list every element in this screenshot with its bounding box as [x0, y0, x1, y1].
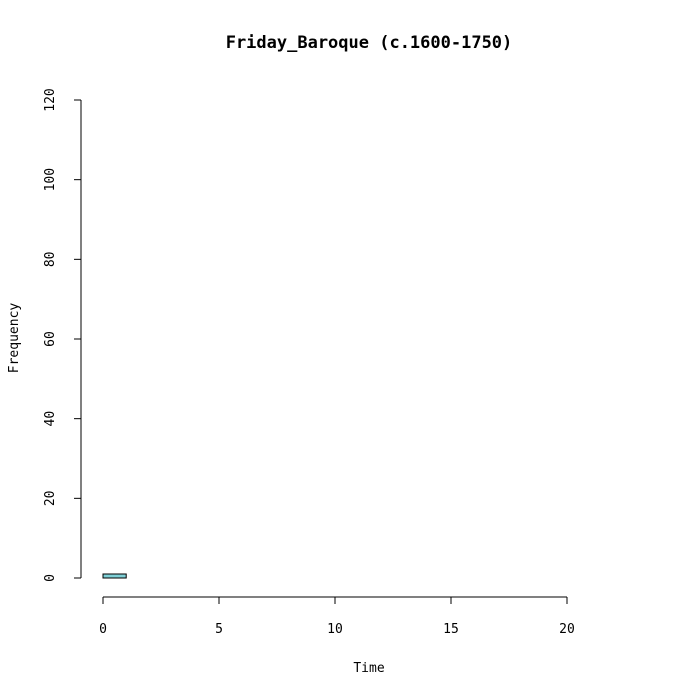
y-tick-label: 100: [43, 168, 58, 191]
x-tick-label: 20: [559, 622, 575, 637]
y-axis: 0 20 40 60 80 100 120: [43, 88, 82, 582]
y-tick-label: 60: [43, 331, 58, 347]
y-tick-label: 120: [43, 88, 58, 111]
histogram-bar: [102, 573, 127, 579]
histogram-bars: [102, 573, 127, 579]
x-tick-label: 15: [443, 622, 459, 637]
y-tick-label: 20: [43, 491, 58, 507]
chart-title: Friday_Baroque (c.1600-1750): [226, 33, 513, 53]
y-tick-label: 0: [43, 574, 58, 582]
x-tick-label: 0: [99, 622, 107, 637]
x-tick-label: 10: [327, 622, 343, 637]
y-tick-label: 80: [43, 252, 58, 268]
y-axis-label: Frequency: [7, 303, 22, 374]
x-tick-label: 5: [215, 622, 223, 637]
y-tick-label: 40: [43, 411, 58, 427]
x-axis: 0 5 10 15 20: [99, 596, 575, 637]
x-axis-label: Time: [353, 661, 384, 676]
